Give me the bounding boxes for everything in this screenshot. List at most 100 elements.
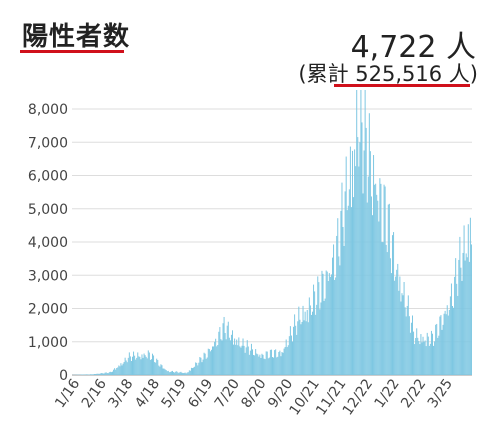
bar bbox=[327, 281, 329, 375]
bar bbox=[339, 265, 341, 375]
bar bbox=[289, 326, 291, 375]
bar bbox=[169, 371, 171, 375]
bar bbox=[154, 362, 156, 375]
bar bbox=[347, 205, 349, 375]
bar bbox=[122, 363, 124, 375]
bar bbox=[180, 371, 182, 375]
cumulative-count: (累計 525,516 人) bbox=[298, 62, 478, 86]
bar bbox=[204, 353, 206, 375]
bar bbox=[348, 189, 350, 375]
bar bbox=[457, 295, 459, 375]
bar bbox=[90, 374, 92, 375]
title-underline bbox=[20, 50, 124, 53]
bar bbox=[417, 337, 419, 375]
bar bbox=[362, 193, 364, 375]
bar bbox=[466, 257, 468, 375]
bar bbox=[173, 372, 175, 375]
bar bbox=[107, 373, 109, 375]
bar bbox=[304, 311, 306, 375]
bar bbox=[129, 356, 131, 375]
bar bbox=[467, 224, 469, 375]
bar bbox=[159, 366, 161, 375]
bar bbox=[156, 358, 158, 375]
y-axis-ticks: 0 1,000 2,000 3,000 4,000 5,000 6,000 7,000 8,00… bbox=[28, 102, 68, 384]
bar bbox=[175, 371, 177, 375]
bar bbox=[395, 276, 397, 375]
bar bbox=[133, 351, 135, 375]
bar bbox=[141, 354, 143, 375]
bar bbox=[158, 365, 160, 375]
bar bbox=[92, 374, 93, 375]
bar bbox=[215, 338, 217, 375]
bar bbox=[432, 333, 433, 375]
bar bbox=[463, 225, 465, 375]
bar bbox=[452, 305, 453, 375]
bar bbox=[309, 305, 311, 375]
bar bbox=[314, 291, 316, 375]
bar bbox=[299, 319, 301, 375]
bar bbox=[93, 374, 95, 375]
bar bbox=[356, 90, 358, 376]
bar bbox=[378, 221, 380, 375]
bar bbox=[407, 295, 409, 375]
bar bbox=[287, 345, 289, 375]
bar bbox=[164, 369, 166, 375]
bar bbox=[88, 374, 90, 375]
bar bbox=[366, 202, 368, 375]
bar bbox=[394, 280, 396, 375]
bar bbox=[408, 316, 410, 375]
bar bbox=[200, 357, 202, 375]
bar bbox=[221, 340, 223, 375]
bar bbox=[308, 297, 310, 375]
bar bbox=[198, 362, 200, 375]
bar bbox=[458, 259, 460, 375]
bar bbox=[313, 284, 315, 375]
bar bbox=[322, 273, 324, 375]
bar bbox=[261, 353, 263, 375]
bar bbox=[340, 210, 342, 375]
bar bbox=[267, 358, 269, 375]
bar bbox=[324, 298, 326, 375]
bar bbox=[455, 258, 457, 375]
bar bbox=[262, 354, 264, 375]
bar bbox=[230, 334, 232, 375]
bar bbox=[100, 373, 102, 375]
bar bbox=[442, 324, 444, 375]
bar bbox=[329, 276, 331, 375]
bar bbox=[381, 241, 383, 375]
bar bbox=[183, 372, 185, 375]
bar bbox=[282, 352, 284, 375]
bar bbox=[434, 341, 436, 375]
bar bbox=[217, 345, 219, 375]
bar bbox=[153, 355, 155, 375]
bar bbox=[176, 371, 178, 375]
bar bbox=[338, 256, 340, 375]
bar bbox=[265, 351, 267, 375]
bar bbox=[178, 372, 180, 375]
bar bbox=[293, 326, 295, 375]
bar bbox=[165, 370, 167, 375]
bar bbox=[138, 356, 140, 375]
x-tick-label: 3/25 bbox=[425, 376, 456, 411]
bar bbox=[278, 352, 280, 375]
bar bbox=[247, 346, 249, 375]
bar bbox=[450, 283, 452, 375]
bar bbox=[98, 373, 100, 375]
bar bbox=[240, 347, 242, 375]
bar bbox=[140, 359, 142, 375]
bar bbox=[294, 314, 296, 375]
bar bbox=[469, 217, 471, 375]
bar bbox=[272, 357, 273, 375]
bar bbox=[167, 370, 169, 375]
bar bbox=[102, 373, 104, 375]
x-axis-ticks: 1/162/163/184/185/196/197/208/209/2010/2… bbox=[52, 376, 456, 418]
bar bbox=[456, 283, 458, 375]
bar bbox=[288, 336, 290, 375]
bar bbox=[199, 357, 201, 375]
bar bbox=[163, 368, 165, 375]
bar bbox=[426, 332, 428, 375]
bar bbox=[246, 340, 248, 375]
bar bbox=[292, 341, 293, 375]
bar bbox=[201, 362, 203, 375]
bar bbox=[142, 357, 144, 375]
